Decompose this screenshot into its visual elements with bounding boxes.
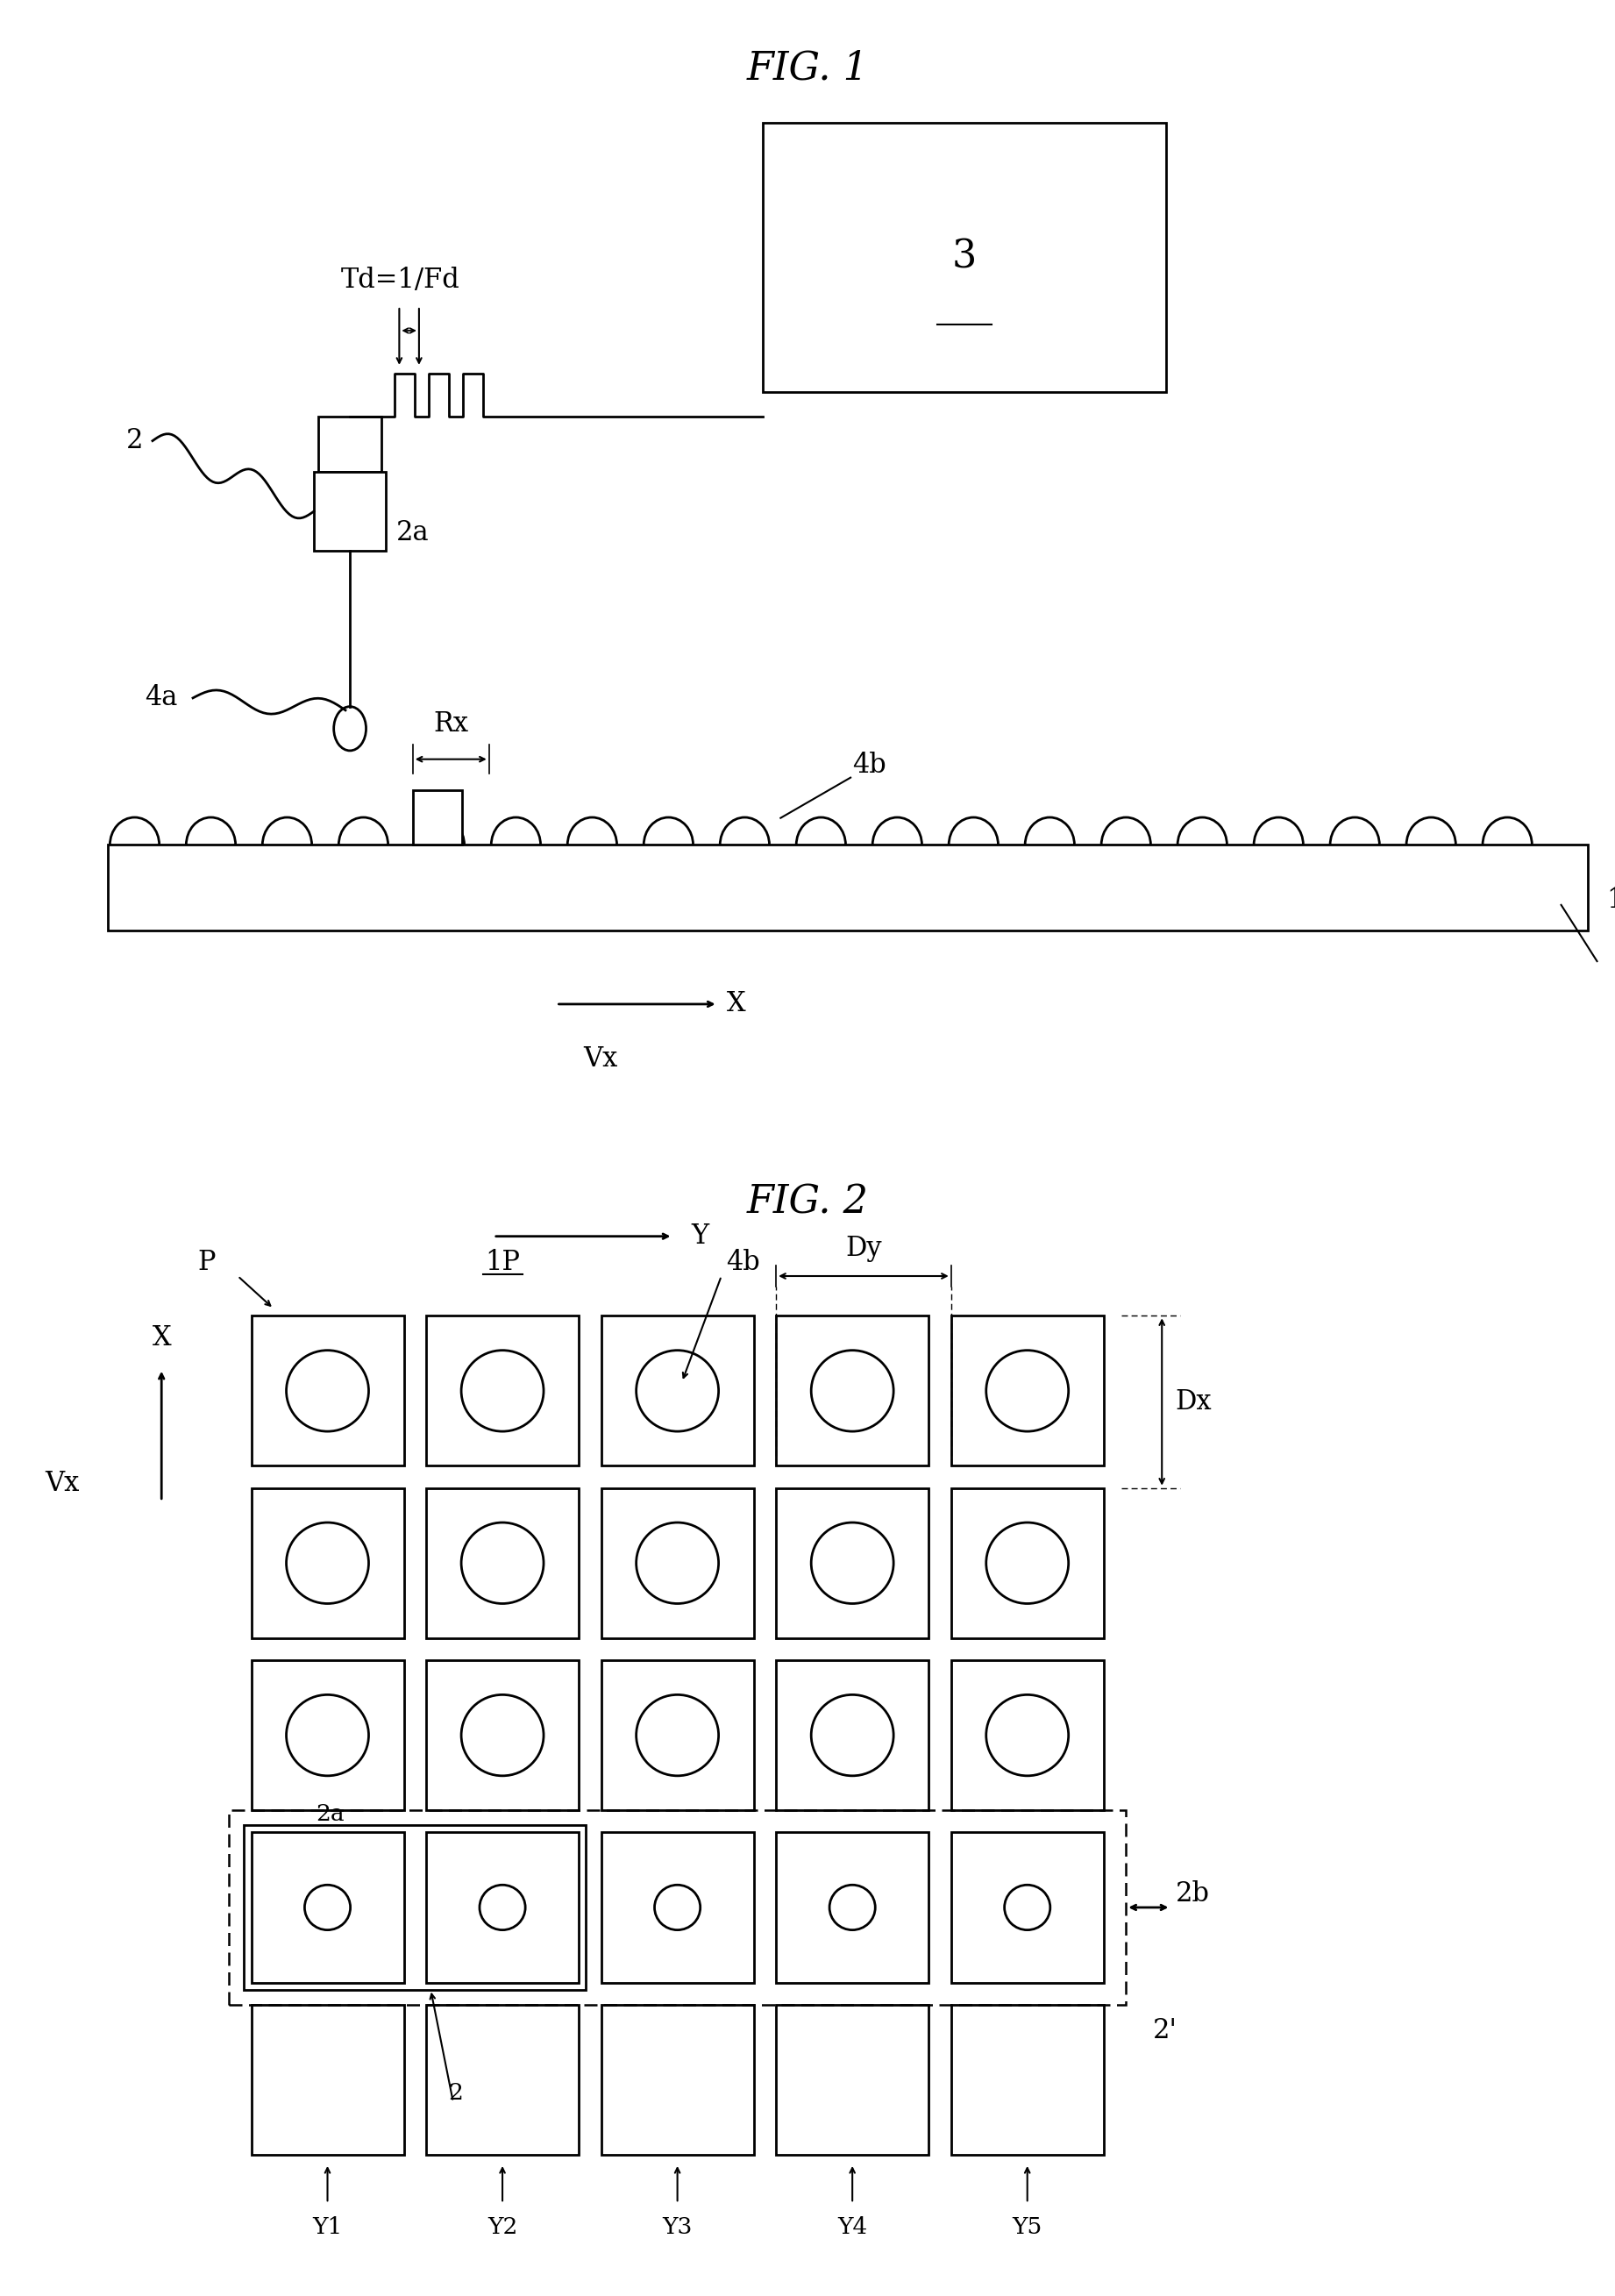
Bar <box>777 1832 929 1981</box>
Bar <box>951 1832 1103 1981</box>
Text: 2: 2 <box>449 2082 464 2103</box>
Text: 4a: 4a <box>145 684 178 712</box>
Bar <box>601 1660 754 1809</box>
Bar <box>244 1825 586 1991</box>
Bar <box>601 1488 754 1637</box>
Text: 4b: 4b <box>853 751 887 778</box>
Bar <box>426 1832 578 1981</box>
Bar <box>951 2004 1103 2154</box>
Text: FIG. 1: FIG. 1 <box>746 48 869 87</box>
Bar <box>252 1832 404 1981</box>
Text: Td=1/Fd: Td=1/Fd <box>341 266 460 294</box>
Text: Y2: Y2 <box>488 2216 517 2239</box>
Bar <box>108 845 1588 930</box>
Text: Y1: Y1 <box>312 2216 342 2239</box>
Text: 2b: 2b <box>1176 1880 1210 1908</box>
Bar <box>252 2004 404 2154</box>
Text: FIG. 2: FIG. 2 <box>746 1182 869 1221</box>
Bar <box>951 1660 1103 1809</box>
Bar <box>951 1488 1103 1637</box>
Text: Rx: Rx <box>433 709 468 737</box>
Bar <box>601 2004 754 2154</box>
Bar <box>413 790 462 845</box>
Bar <box>601 1316 754 1465</box>
Text: Y: Y <box>691 1224 709 1249</box>
Bar <box>426 2004 578 2154</box>
Text: 2: 2 <box>126 427 144 455</box>
Text: 3: 3 <box>953 239 977 276</box>
Bar <box>252 1488 404 1637</box>
Bar <box>426 1660 578 1809</box>
Bar <box>252 1316 404 1465</box>
Text: 1P: 1P <box>484 1249 520 1277</box>
Text: Dx: Dx <box>1176 1389 1211 1414</box>
Text: 4b: 4b <box>725 1249 759 1277</box>
Bar <box>313 471 386 551</box>
Bar <box>229 1809 1126 2004</box>
Bar <box>777 1660 929 1809</box>
Text: 2a: 2a <box>315 1802 344 1825</box>
Text: X: X <box>727 990 746 1017</box>
Text: Y4: Y4 <box>837 2216 867 2239</box>
Text: 2a: 2a <box>397 519 430 546</box>
Bar <box>777 2004 929 2154</box>
Bar <box>777 1316 929 1465</box>
Bar <box>426 1316 578 1465</box>
Text: Y3: Y3 <box>662 2216 693 2239</box>
Bar <box>426 1488 578 1637</box>
Text: Vx: Vx <box>583 1045 617 1072</box>
Text: X: X <box>152 1325 171 1350</box>
Bar <box>951 1316 1103 1465</box>
Bar <box>601 1832 754 1981</box>
Bar <box>777 1488 929 1637</box>
Text: 1: 1 <box>1605 886 1615 914</box>
Text: Vx: Vx <box>45 1469 79 1497</box>
Text: P: P <box>197 1249 215 1277</box>
Bar <box>762 122 1166 393</box>
Bar <box>318 416 381 471</box>
Text: Dy: Dy <box>845 1235 882 1263</box>
Text: Y5: Y5 <box>1013 2216 1042 2239</box>
Text: 2': 2' <box>1153 2018 1177 2046</box>
Bar <box>252 1660 404 1809</box>
